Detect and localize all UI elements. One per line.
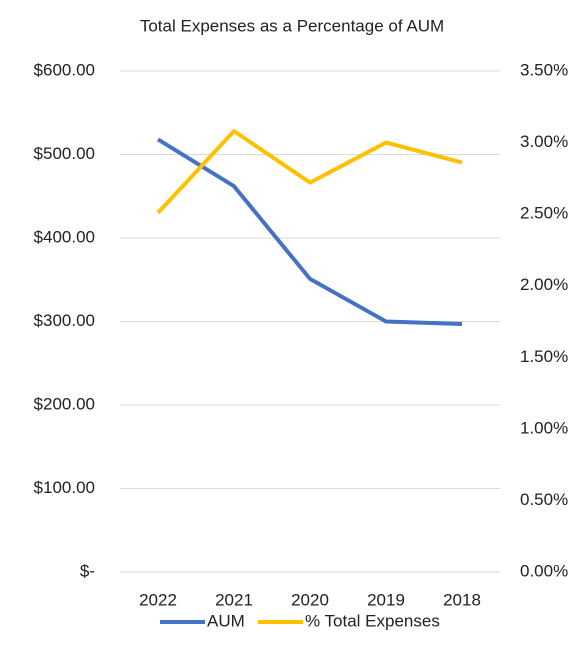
chart-title: Total Expenses as a Percentage of AUM: [140, 16, 444, 35]
y2-tick-label: 1.50%: [520, 347, 568, 366]
y2-tick-label: 0.00%: [520, 561, 568, 580]
x-tick-label: 2020: [291, 590, 329, 609]
x-tick-label: 2018: [443, 590, 481, 609]
y2-tick-label: 2.50%: [520, 204, 568, 223]
y2-tick-label: 2.00%: [520, 275, 568, 294]
y-tick-label: $600.00: [34, 60, 95, 79]
x-tick-label: 2019: [367, 590, 405, 609]
y2-tick-label: 0.50%: [520, 490, 568, 509]
y2-tick-label: 3.00%: [520, 132, 568, 151]
y-tick-label: $400.00: [34, 227, 95, 246]
x-tick-label: 2021: [215, 590, 253, 609]
y-tick-label: $-: [80, 561, 95, 580]
x-tick-label: 2022: [139, 590, 177, 609]
y-tick-label: $500.00: [34, 144, 95, 163]
y-tick-label: $300.00: [34, 311, 95, 330]
y-tick-label: $200.00: [34, 394, 95, 413]
y2-tick-label: 1.00%: [520, 418, 568, 437]
legend-label: AUM: [207, 611, 245, 630]
line-series: [156, 137, 463, 327]
y-tick-label: $100.00: [34, 478, 95, 497]
legend-label: % Total Expenses: [305, 611, 440, 630]
line-series: [156, 129, 463, 215]
y2-tick-label: 3.50%: [520, 60, 568, 79]
